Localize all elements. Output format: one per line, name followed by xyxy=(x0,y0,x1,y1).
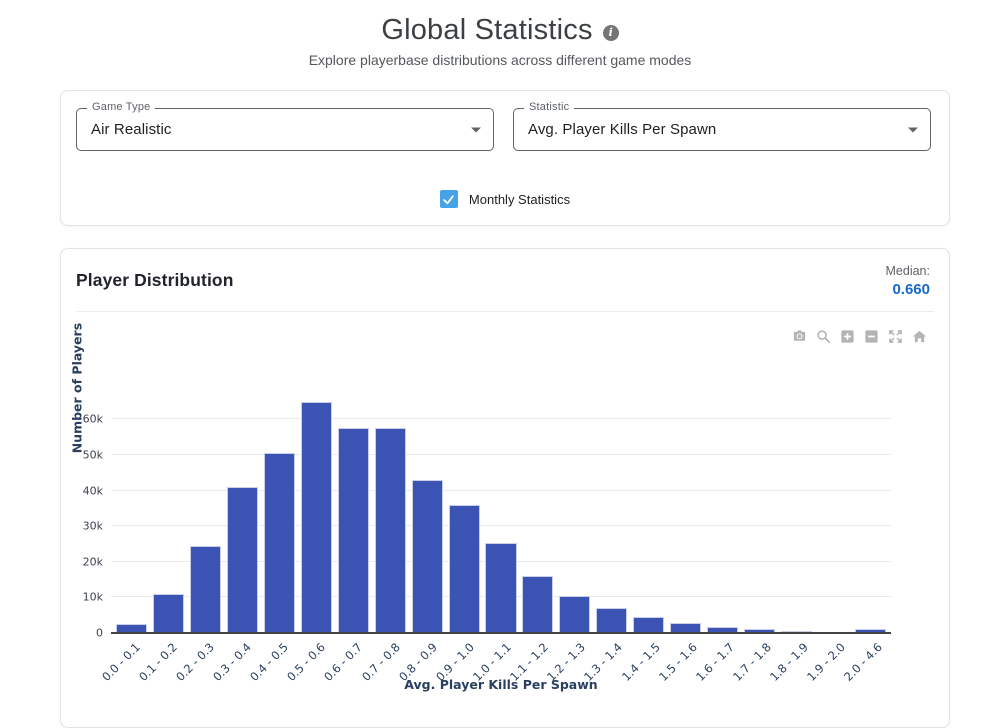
histogram-bar[interactable] xyxy=(115,624,147,633)
camera-icon[interactable] xyxy=(792,329,807,344)
page-header: Global Statistics i Explore playerbase d… xyxy=(0,0,1000,68)
x-axis-title: Avg. Player Kills Per Spawn xyxy=(404,677,598,692)
histogram-bar[interactable] xyxy=(226,487,258,633)
histogram-bar[interactable] xyxy=(189,546,221,633)
y-tick-label: 50k xyxy=(82,448,103,462)
reset-axes-icon[interactable] xyxy=(912,329,927,344)
page-title: Global Statistics xyxy=(381,14,593,46)
monthly-statistics-checkbox[interactable] xyxy=(439,190,458,208)
bar-slot xyxy=(556,391,593,633)
histogram-bar[interactable] xyxy=(596,608,628,633)
bar-slot xyxy=(815,391,852,633)
y-axis-title: Number of Players xyxy=(69,322,85,454)
y-tick-label: 10k xyxy=(82,590,103,604)
statistic-select[interactable]: Statistic Avg. Player Kills Per Spawn xyxy=(513,101,931,151)
panel-title: Player Distribution xyxy=(76,270,234,290)
histogram-bar[interactable] xyxy=(411,480,443,633)
bar-slot xyxy=(113,391,150,633)
gridline xyxy=(111,490,891,491)
median-value: 0.660 xyxy=(892,281,930,298)
y-tick-label: 60k xyxy=(82,412,103,426)
y-tick-label: 20k xyxy=(82,555,103,569)
gridline xyxy=(111,418,891,419)
game-type-value: Air Realistic xyxy=(91,121,172,138)
bar-slot xyxy=(446,391,483,633)
monthly-statistics-label: Monthly Statistics xyxy=(468,191,571,207)
histogram-bar[interactable] xyxy=(485,543,517,633)
bar-slot xyxy=(187,391,224,633)
zoom-icon[interactable] xyxy=(816,329,831,344)
histogram-bar[interactable] xyxy=(300,402,332,633)
bar-slot xyxy=(224,391,261,633)
bar-slot xyxy=(372,391,409,633)
bar-slot xyxy=(852,391,889,633)
zoom-out-icon[interactable] xyxy=(864,329,879,344)
bar-slot xyxy=(261,391,298,633)
y-tick-label: 40k xyxy=(82,484,103,498)
monthly-statistics-row: Monthly Statistics xyxy=(61,179,949,219)
y-tick-label: 30k xyxy=(82,519,103,533)
zoom-in-icon[interactable] xyxy=(840,329,855,344)
bars-container xyxy=(111,391,891,633)
histogram-bar[interactable] xyxy=(337,428,369,633)
player-distribution-card: Player Distribution Median: 0.660 Number… xyxy=(60,248,950,728)
bar-slot xyxy=(593,391,630,633)
chevron-down-icon xyxy=(471,127,481,132)
bar-slot xyxy=(704,391,741,633)
y-tick-label: 0 xyxy=(96,626,103,640)
bar-slot xyxy=(630,391,667,633)
chevron-down-icon xyxy=(908,127,918,132)
histogram-bar[interactable] xyxy=(707,627,739,633)
statistic-value: Avg. Player Kills Per Spawn xyxy=(528,121,717,138)
bar-slot xyxy=(483,391,520,633)
bar-slot xyxy=(778,391,815,633)
histogram-bar[interactable] xyxy=(744,629,776,633)
plot-area: 0 10k 20k 30k 40k 50k 60k 0.0 - 0.1 0.1 - 0.2 0.… xyxy=(83,391,891,684)
histogram-bar[interactable] xyxy=(670,623,702,633)
histogram-bar[interactable] xyxy=(855,629,887,633)
histogram-bar[interactable] xyxy=(448,505,480,633)
median-label: Median: xyxy=(885,264,930,278)
bar-slot xyxy=(741,391,778,633)
histogram-bar[interactable] xyxy=(633,617,665,633)
statistic-label: Statistic xyxy=(524,101,575,113)
divider xyxy=(76,311,934,312)
info-icon[interactable]: i xyxy=(602,24,619,41)
gridline xyxy=(111,454,891,455)
game-type-label: Game Type xyxy=(87,101,156,113)
bar-slot xyxy=(298,391,335,633)
histogram-bar[interactable] xyxy=(559,596,591,633)
game-type-select[interactable]: Game Type Air Realistic xyxy=(76,101,494,151)
bar-slot xyxy=(335,391,372,633)
bar-slot xyxy=(667,391,704,633)
x-axis-line xyxy=(111,632,891,634)
histogram-bar[interactable] xyxy=(263,453,295,633)
histogram-bar[interactable] xyxy=(374,428,406,633)
bar-slot xyxy=(150,391,187,633)
chart-toolbar xyxy=(792,329,927,344)
filters-card: Game Type Air Realistic Statistic Avg. P… xyxy=(60,90,950,226)
median-block: Median: 0.660 xyxy=(886,264,930,298)
gridline xyxy=(111,525,891,526)
histogram-bar[interactable] xyxy=(522,576,554,633)
autoscale-icon[interactable] xyxy=(888,329,903,344)
bar-slot xyxy=(409,391,446,633)
bar-slot xyxy=(519,391,556,633)
page-subtitle: Explore playerbase distributions across … xyxy=(308,52,692,68)
histogram-bar[interactable] xyxy=(152,594,184,633)
